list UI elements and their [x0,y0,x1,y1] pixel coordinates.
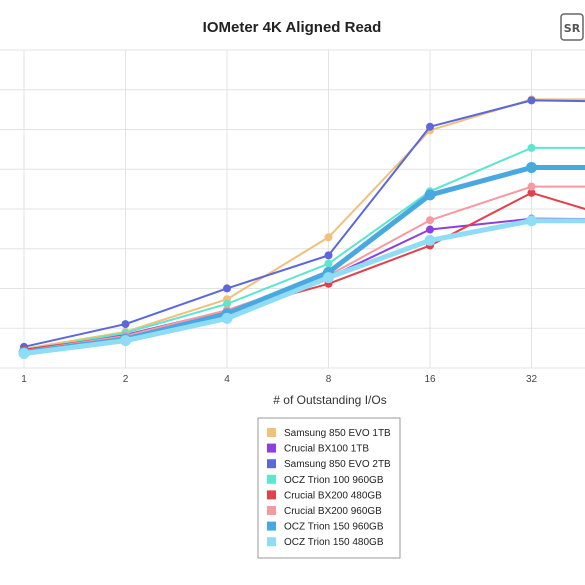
data-point [424,189,436,201]
series-group [20,96,585,351]
logo-text: SR [564,22,581,35]
series-group [18,215,585,360]
series-line [23,99,585,348]
data-point [223,284,231,293]
series-line [23,218,585,357]
data-point [426,225,434,234]
legend-label: Samsung 850 EVO 1TB [284,428,391,439]
legend-label: Crucial BX100 1TB [284,444,369,455]
plot-grid [0,49,585,369]
data-point [223,299,231,308]
legend-swatch [267,474,276,484]
data-point [18,348,30,360]
data-point [426,216,434,225]
legend-label: OCZ Trion 150 960GB [284,522,384,533]
x-tick-label: 16 [424,374,436,385]
legend-swatch [267,428,276,437]
legend-frame [257,417,401,559]
legend-swatch [267,443,276,453]
legend-label: OCZ Trion 150 480GB [284,537,384,548]
data-point [221,312,233,324]
data-point [324,251,333,260]
series-line [23,191,585,351]
legend-label: OCZ Trion 100 960GB [284,475,384,486]
series-group [20,95,585,353]
data-point [323,272,334,284]
x-axis-label: # of Outstanding I/Os [273,393,386,407]
data-point [324,259,333,268]
legend: Samsung 850 EVO 1TB Crucial BX100 1TB Sams… [257,417,401,559]
data-point [526,215,537,227]
legend-label: Crucial BX200 480GB [284,490,382,501]
legend-swatch [267,506,276,515]
legend-label: Samsung 850 EVO 2TB [284,459,391,470]
x-tick-label: 32 [526,374,538,385]
data-point [120,335,131,347]
x-axis-ticks: 1 2 4 8 16 32 [21,374,537,385]
data-point [527,143,536,152]
series-line [23,185,585,352]
series-line [23,165,585,355]
data-point [527,188,536,197]
site-logo: SR [560,13,584,41]
legend-label: Crucial BX200 960GB [284,506,382,517]
legend-swatch [267,490,276,500]
x-tick-label: 4 [224,374,230,385]
legend-swatch [267,459,276,469]
x-tick-label: 8 [326,374,332,385]
legend-swatch [267,537,276,547]
legend-items: Samsung 850 EVO 1TB Crucial BX100 1TB Sams… [267,428,391,548]
data-point [527,182,536,191]
series-layer [18,95,585,360]
x-tick-label: 1 [21,374,27,385]
data-point [526,162,537,174]
data-point [527,96,536,105]
series-line [23,98,585,350]
x-tick-label: 2 [123,374,129,385]
legend-swatch [267,521,276,531]
data-point [324,233,333,242]
data-point [424,234,436,246]
chart-title: IOMeter 4K Aligned Read [203,19,382,36]
data-point [426,122,434,131]
data-point [121,320,130,329]
